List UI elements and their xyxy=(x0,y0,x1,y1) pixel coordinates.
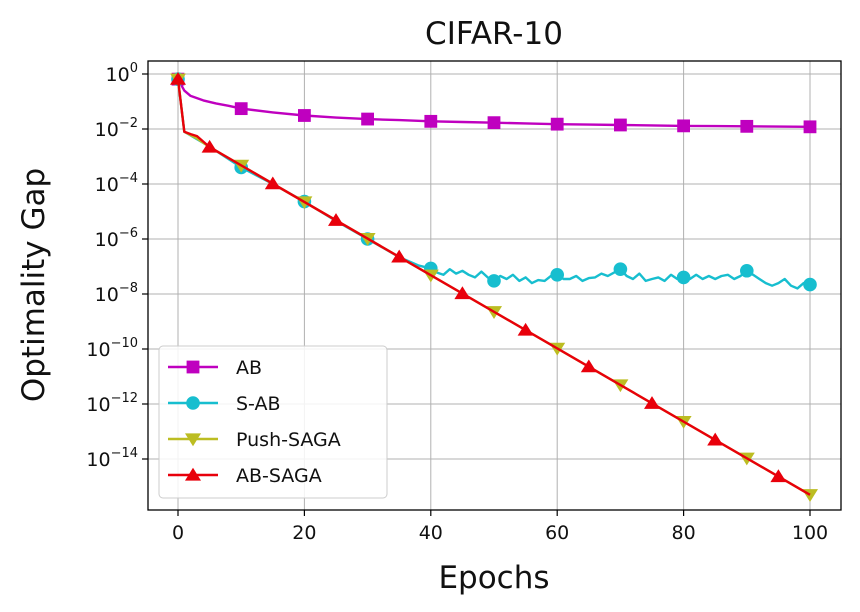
x-tick-label: 100 xyxy=(792,522,828,544)
data-point-ab-saga xyxy=(328,213,344,226)
legend-label: S-AB xyxy=(236,393,281,415)
legend-marker xyxy=(186,396,200,410)
series-line-ab-saga xyxy=(176,78,811,496)
data-point-ab-saga xyxy=(391,249,408,263)
y-tick-exponent: 0 xyxy=(130,61,138,76)
data-point-ab-saga xyxy=(170,71,186,85)
data-point-ab-saga xyxy=(707,432,724,446)
legend-label: AB xyxy=(236,357,262,379)
y-tick-exponent: −8 xyxy=(119,281,138,296)
data-point-ab xyxy=(424,114,438,128)
y-tick-base: 10 xyxy=(95,229,119,251)
legend-frame xyxy=(158,345,388,499)
y-tick-label: 10−4 xyxy=(95,171,138,196)
y-tick-base: 10 xyxy=(95,174,119,196)
y-tick-base: 10 xyxy=(86,394,110,416)
legend-item-ab: AB xyxy=(168,357,262,379)
x-tick-label: 60 xyxy=(545,522,569,544)
y-tick-label: 10−6 xyxy=(95,226,138,251)
legend-item-ab-saga: AB-SAGA xyxy=(168,465,322,487)
y-tick-label: 10−12 xyxy=(86,391,138,416)
data-point-s-ab xyxy=(803,277,817,292)
x-axis: 0 20 40 60 80 100 xyxy=(172,510,828,544)
data-point-ab-saga xyxy=(644,396,660,409)
y-tick-exponent: −12 xyxy=(111,391,138,406)
data-point-ab-saga xyxy=(454,286,471,300)
y-tick-exponent: −14 xyxy=(111,446,138,461)
legend-item-s-ab: S-AB xyxy=(168,393,281,415)
data-point-ab-saga xyxy=(580,359,597,373)
y-tick-base: 10 xyxy=(95,119,119,141)
legend-item-push-saga: Push-SAGA xyxy=(168,429,341,451)
data-point-ab-saga xyxy=(201,139,218,153)
legend: AB S-AB Push-SAGA AB-SAGA xyxy=(158,345,388,499)
series-ab xyxy=(171,72,817,134)
data-point-ab-saga xyxy=(264,176,281,190)
data-point-ab xyxy=(550,117,564,131)
legend-label: Push-SAGA xyxy=(236,429,341,451)
data-point-s-ab xyxy=(550,267,564,282)
y-tick-label: 10−2 xyxy=(95,116,138,141)
legend-marker xyxy=(186,360,200,374)
data-point-ab xyxy=(803,120,817,134)
y-tick-label: 10−14 xyxy=(86,446,138,471)
chart-title: CIFAR-10 xyxy=(425,16,563,52)
y-tick-label: 10−10 xyxy=(86,336,138,361)
data-point-ab xyxy=(361,112,374,126)
data-point-s-ab xyxy=(487,274,501,288)
x-axis-label: Epochs xyxy=(438,560,549,596)
data-point-s-ab xyxy=(740,263,754,278)
data-point-s-ab xyxy=(676,270,691,285)
y-tick-exponent: −2 xyxy=(119,116,138,131)
x-tick-label: 20 xyxy=(292,522,316,544)
legend-marker xyxy=(185,433,201,447)
y-tick-exponent: −6 xyxy=(119,226,138,241)
y-tick-base: 10 xyxy=(86,449,110,471)
x-tick-label: 40 xyxy=(419,522,443,544)
legend-label: AB-SAGA xyxy=(236,465,322,487)
series-ab-saga xyxy=(170,71,811,496)
data-point-ab xyxy=(677,119,690,133)
y-axis-label: Optimality Gap xyxy=(16,168,52,402)
x-tick-label: 80 xyxy=(672,522,696,544)
y-tick-label: 10−8 xyxy=(95,281,138,306)
x-tick-label: 0 xyxy=(172,522,184,544)
data-point-ab xyxy=(487,116,501,130)
y-tick-base: 10 xyxy=(86,339,110,361)
y-tick-base: 10 xyxy=(106,64,130,86)
series-line-s-ab xyxy=(176,78,811,290)
legend-marker xyxy=(185,467,201,481)
y-tick-base: 10 xyxy=(95,284,119,306)
data-point-ab xyxy=(740,119,754,133)
y-tick-exponent: −4 xyxy=(119,171,138,186)
data-point-ab-saga xyxy=(770,469,787,483)
data-point-ab xyxy=(234,102,248,116)
data-point-ab xyxy=(298,109,311,122)
y-tick-label: 100 xyxy=(106,61,138,86)
data-point-s-ab xyxy=(613,262,628,276)
data-point-ab-saga xyxy=(517,322,534,336)
plot-frame xyxy=(147,60,842,511)
y-tick-exponent: −10 xyxy=(111,336,138,351)
data-point-ab xyxy=(614,118,627,132)
series-group xyxy=(170,71,818,502)
